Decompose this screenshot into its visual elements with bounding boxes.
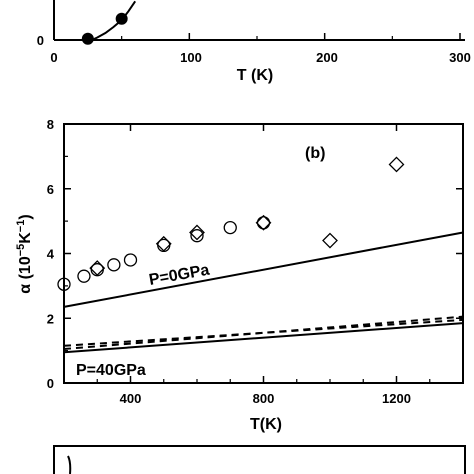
open-diamond-point	[255, 214, 272, 231]
solid-fit-line	[63, 231, 464, 308]
top-panel-x-tick-300: 300	[449, 50, 471, 65]
x-tick-label: 1200	[382, 391, 411, 406]
y-tick-label: 8	[47, 117, 54, 132]
open-diamond-point	[189, 224, 205, 241]
open-circle-point	[77, 269, 91, 283]
open-circle-point	[57, 277, 71, 291]
y-tick-label: 4	[47, 247, 55, 262]
dashed-fit-line	[63, 318, 464, 347]
top-panel-fit-line	[91, 0, 137, 41]
x-tick-label: 400	[120, 391, 142, 406]
top-panel-plot	[81, 0, 137, 45]
open-circle-point	[107, 258, 121, 272]
dashed-fit-line	[63, 315, 464, 351]
top-panel-x-axis-label: T (K)	[237, 67, 273, 84]
annotation-p40gpa: P=40GPa	[76, 362, 146, 379]
panel-b-tick-labels: 400 800 1200 0 2 4 6 8	[47, 117, 411, 406]
y-tick-label: 0	[47, 376, 54, 391]
bottom-panel	[53, 445, 466, 474]
open-circle-point	[190, 229, 204, 243]
top-panel: 0 0 100 200 300 T (K)	[37, 0, 471, 84]
open-circle-point	[123, 253, 138, 267]
open-circle-point	[223, 220, 237, 235]
x-tick-label: 800	[253, 391, 275, 406]
open-diamond-point	[89, 260, 106, 276]
y-tick-label: 2	[47, 311, 54, 326]
open-circle-point	[256, 216, 271, 230]
open-diamond-point	[388, 156, 405, 173]
panel-b-y-axis-label: α (10−5K−1)	[15, 214, 34, 293]
top-panel-x-tick-0: 0	[50, 50, 57, 65]
panel-b-x-axis-label: T(K)	[250, 416, 282, 433]
panel-b-label: (b)	[305, 145, 325, 162]
panel-b-ticks	[64, 123, 463, 384]
top-panel-y-tick-0: 0	[37, 33, 44, 48]
top-panel-x-tick-200: 200	[316, 50, 338, 65]
top-panel-data-point	[81, 32, 94, 45]
open-diamond-point	[155, 235, 172, 252]
y-tick-label: 6	[47, 182, 54, 197]
panel-b-plot	[57, 156, 464, 354]
top-panel-ticks	[53, 33, 461, 40]
bottom-panel-frame	[53, 445, 466, 474]
top-panel-x-tick-100: 100	[180, 50, 202, 65]
open-diamond-point	[322, 232, 338, 249]
bottom-panel-curve-fragment	[67, 455, 72, 474]
solid-fit-line	[63, 322, 464, 354]
